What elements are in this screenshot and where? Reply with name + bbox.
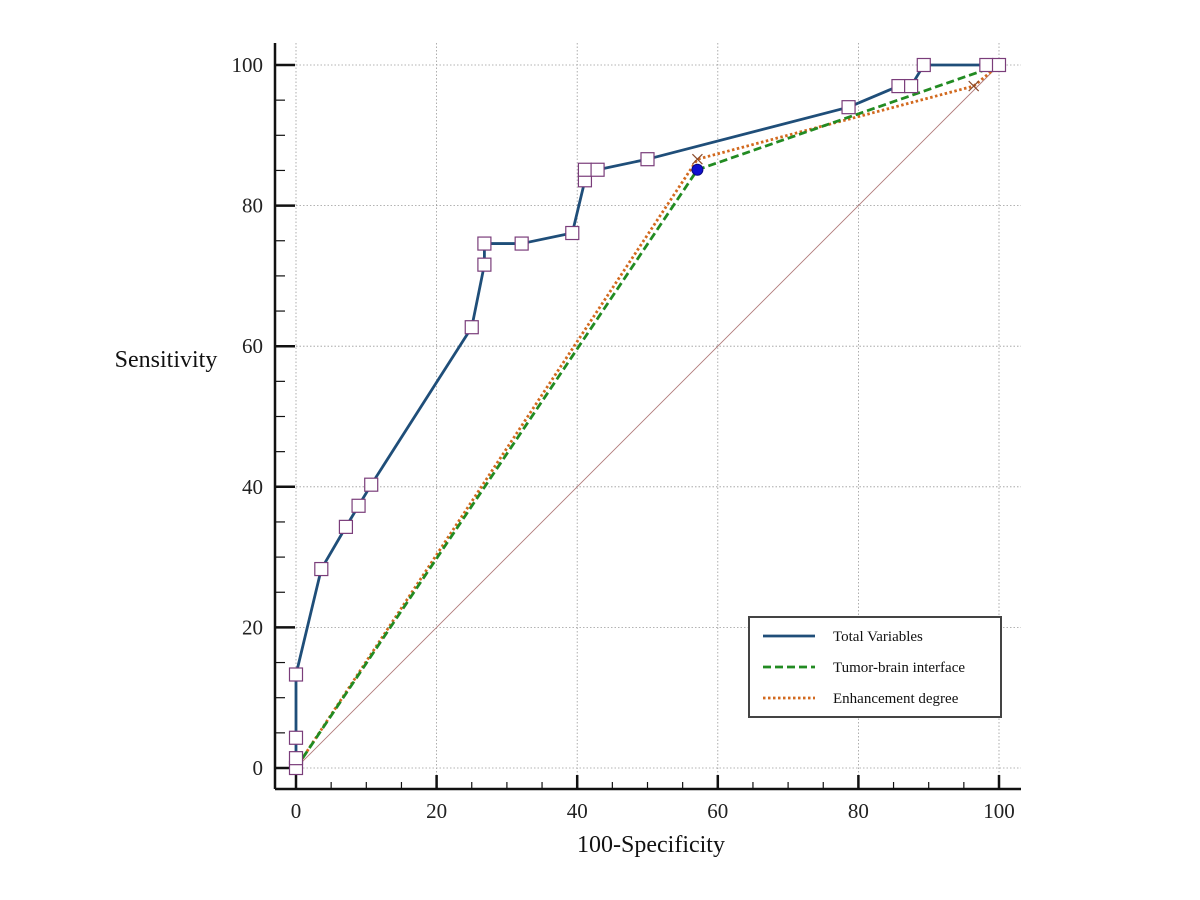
x-tick-label: 80 bbox=[848, 799, 869, 823]
x-tick-label: 60 bbox=[707, 799, 728, 823]
ticks: 0 20 40 60 80 100 0 20 40 60 80 100 bbox=[232, 53, 1015, 823]
series-layer bbox=[288, 57, 1007, 776]
data-point-total-variables bbox=[288, 730, 304, 745]
data-point-total-variables bbox=[891, 78, 906, 94]
data-point-total-variables bbox=[979, 57, 994, 73]
y-tick-label: 20 bbox=[242, 615, 263, 639]
data-point-total-variables bbox=[351, 498, 366, 513]
legend-label-enhancement-degree: Enhancement degree bbox=[833, 691, 959, 707]
data-point-total-variables bbox=[590, 162, 605, 177]
data-point-total-variables bbox=[464, 320, 479, 335]
x-tick-label: 40 bbox=[567, 799, 588, 823]
y-tick-label: 0 bbox=[253, 756, 264, 780]
data-point-total-variables bbox=[288, 751, 304, 766]
data-point-enhancement-degree bbox=[691, 153, 703, 165]
data-point-total-variables bbox=[477, 257, 492, 272]
data-point-total-variables bbox=[841, 100, 856, 115]
data-point-total-variables bbox=[477, 236, 492, 251]
data-point-total-variables bbox=[514, 236, 529, 251]
data-point-total-variables bbox=[314, 561, 329, 577]
x-tick-label: 100 bbox=[983, 799, 1015, 823]
data-point-total-variables bbox=[640, 152, 655, 167]
data-point-total-variables bbox=[991, 57, 1007, 73]
data-point-total-variables bbox=[577, 162, 593, 177]
data-point-total-variables bbox=[364, 477, 379, 492]
reference-diagonal bbox=[295, 64, 1000, 769]
y-axis-title: Sensitivity bbox=[115, 347, 218, 373]
y-tick-label: 80 bbox=[242, 194, 263, 218]
y-tick-label: 60 bbox=[242, 334, 263, 358]
legend: Total Variables Tumor-brain interface En… bbox=[748, 616, 1002, 718]
data-point-total-variables bbox=[904, 78, 919, 94]
data-point-tumor-brain-interface bbox=[691, 163, 704, 176]
data-point-total-variables bbox=[916, 57, 931, 73]
y-tick-label: 100 bbox=[232, 53, 264, 77]
data-point-total-variables bbox=[565, 225, 580, 241]
data-point-total-variables bbox=[288, 667, 304, 682]
data-point-total-variables bbox=[338, 519, 354, 534]
y-tick-label: 40 bbox=[242, 475, 263, 499]
data-point-enhancement-degree bbox=[968, 80, 980, 92]
legend-label-total-variables: Total Variables bbox=[833, 629, 923, 645]
legend-label-tumor-brain-interface: Tumor-brain interface bbox=[833, 660, 965, 676]
x-tick-label: 20 bbox=[426, 799, 447, 823]
x-axis-title: 100-Specificity bbox=[577, 832, 725, 858]
x-tick-label: 0 bbox=[291, 799, 302, 823]
